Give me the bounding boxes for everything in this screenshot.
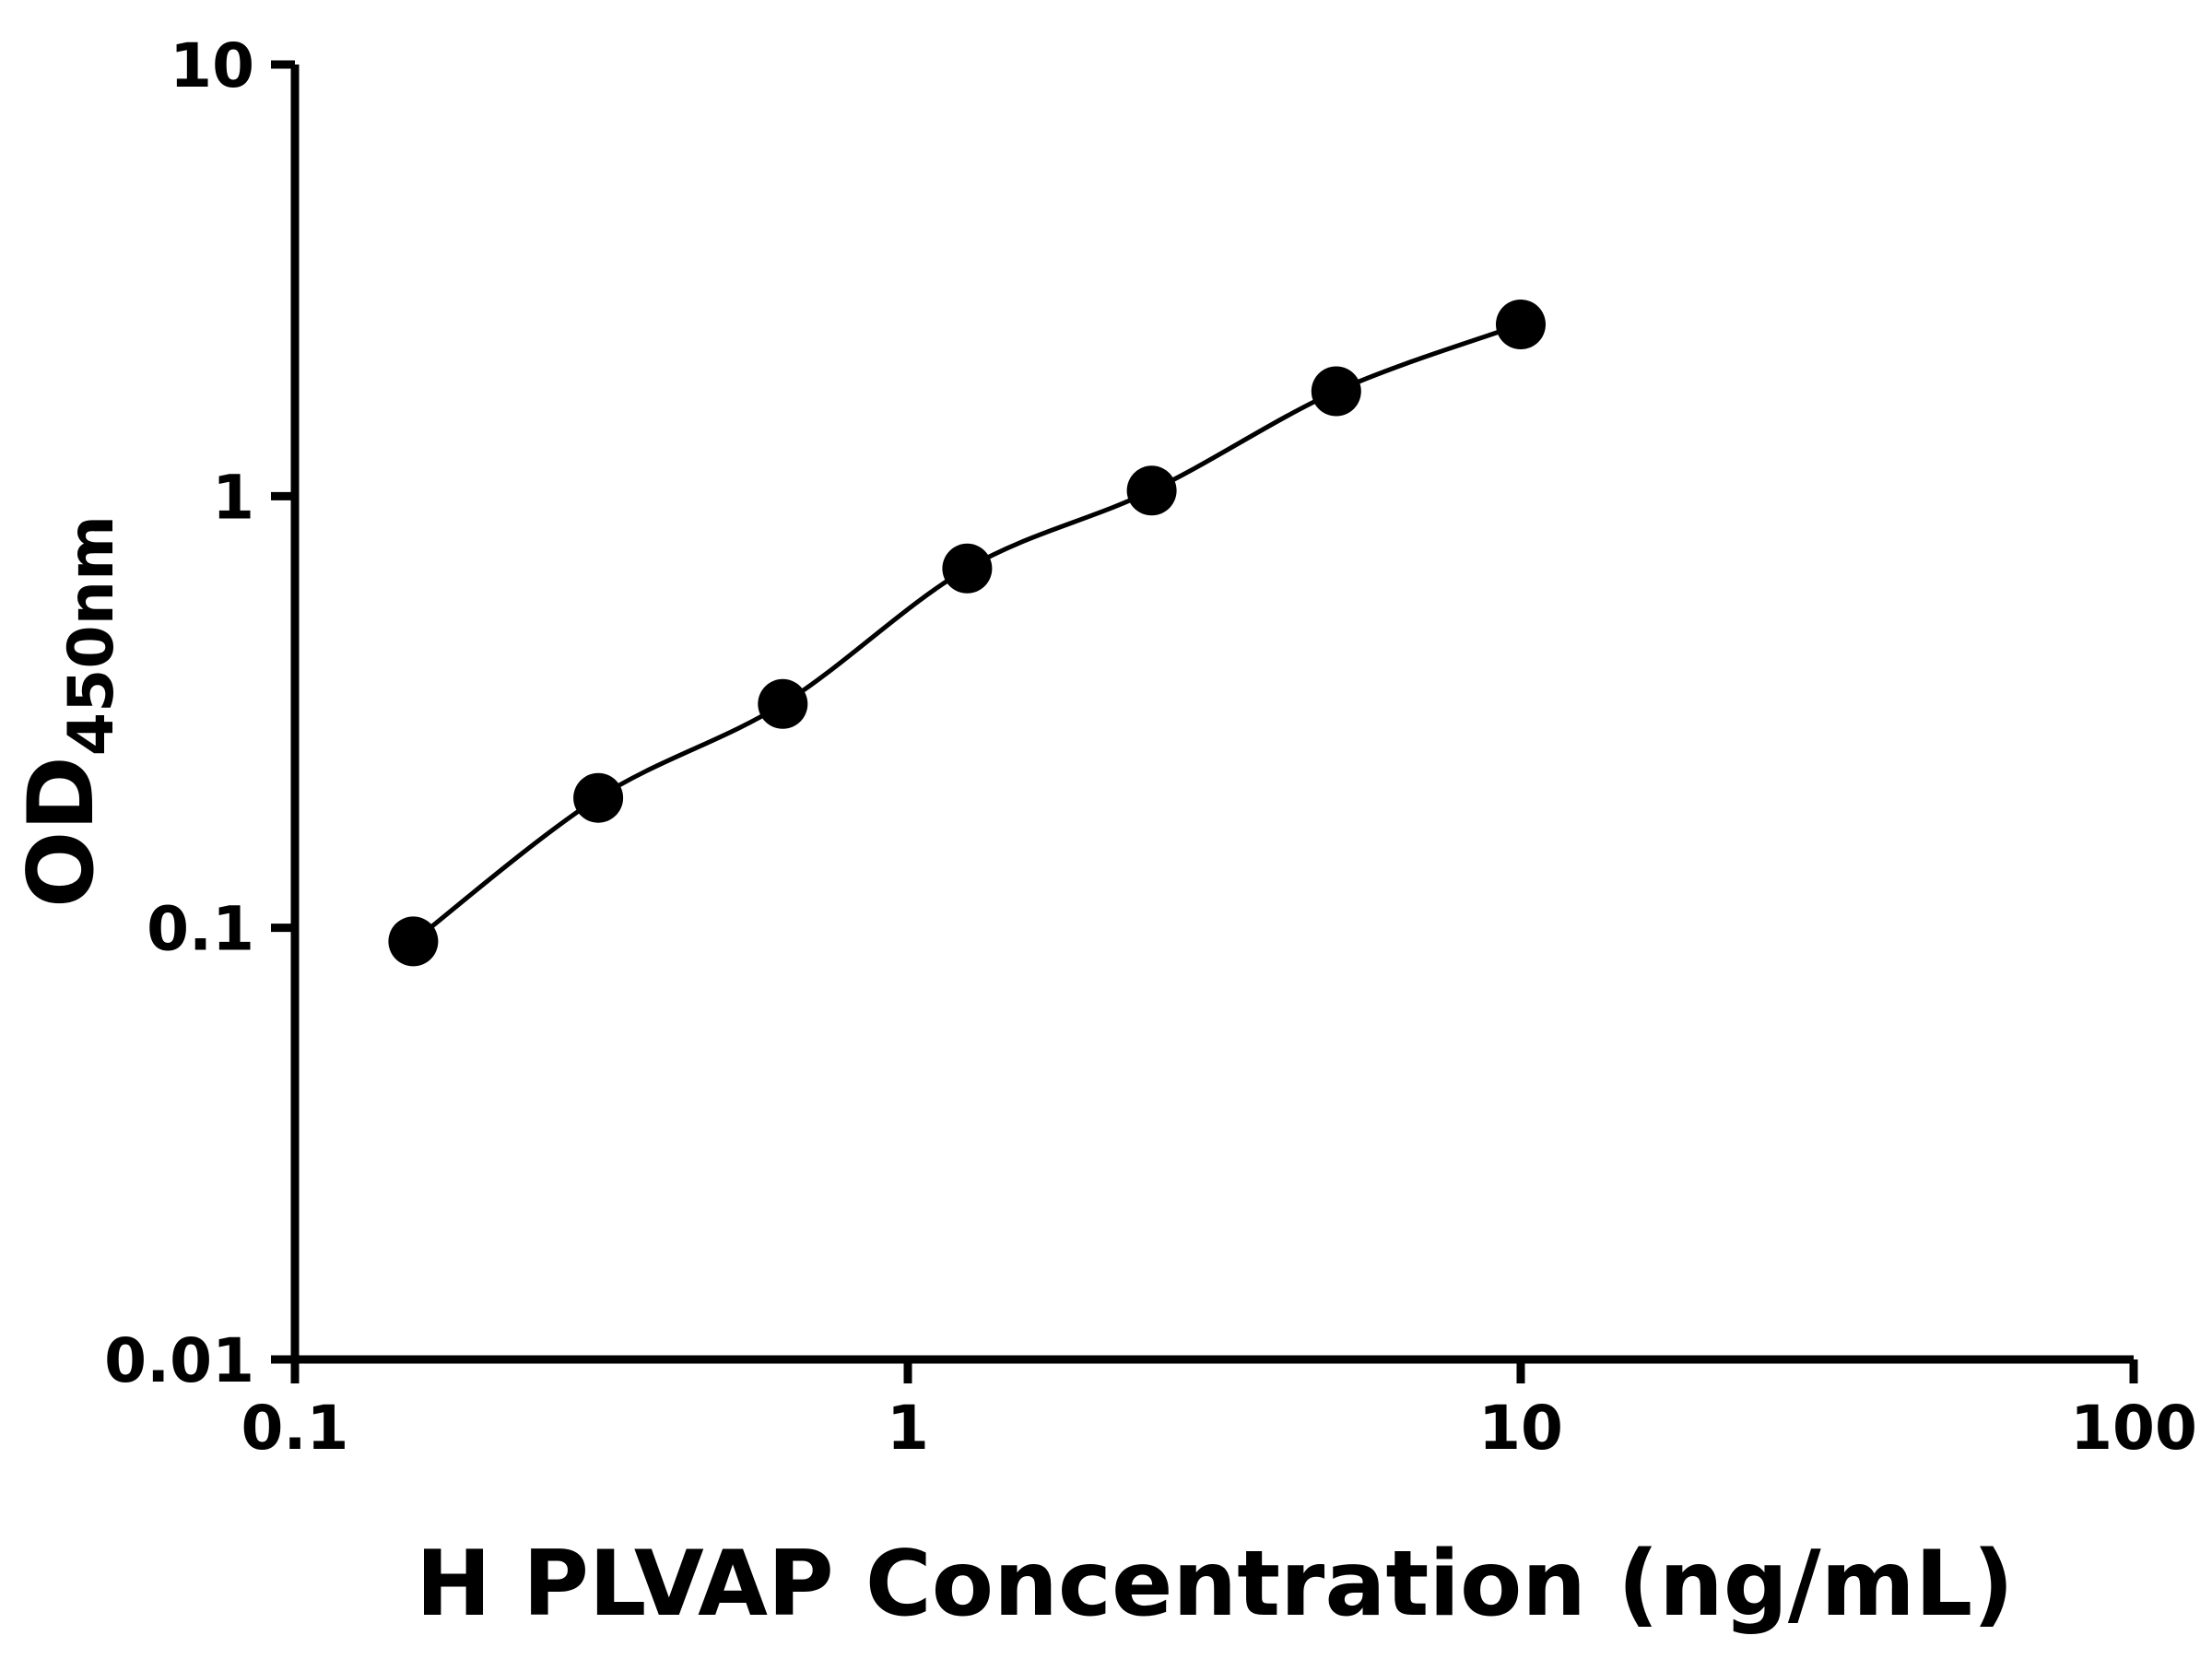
data-point-marker <box>758 678 808 729</box>
data-point-marker <box>388 916 439 967</box>
x-axis-tick-label: 0.1 <box>241 1393 349 1464</box>
data-point-marker <box>1126 465 1177 516</box>
x-axis-tick-label: 1 <box>887 1393 929 1464</box>
y-axis-tick-label: 0.01 <box>104 1325 254 1396</box>
y-axis-title-main: OD <box>9 756 114 908</box>
data-point-marker <box>573 772 624 823</box>
y-axis-title: OD450nm <box>9 515 128 908</box>
x-axis-tick-label: 10 <box>1478 1393 1563 1464</box>
y-axis-tick-label: 1 <box>212 462 254 533</box>
data-point-marker <box>1311 366 1361 417</box>
data-point-marker <box>1496 300 1546 349</box>
x-axis-title: H PLVAP Concentration (ng/mL) <box>416 1532 2014 1637</box>
y-axis-tick-label: 0.1 <box>147 894 254 965</box>
standard-curve-line <box>411 322 1522 944</box>
y-axis-tick-label: 10 <box>170 30 254 101</box>
y-axis-title-subscript: 450nm <box>55 515 128 756</box>
chart-series <box>388 300 1546 967</box>
x-axis-tick-label: 100 <box>2070 1393 2197 1464</box>
data-point-marker <box>942 543 993 594</box>
